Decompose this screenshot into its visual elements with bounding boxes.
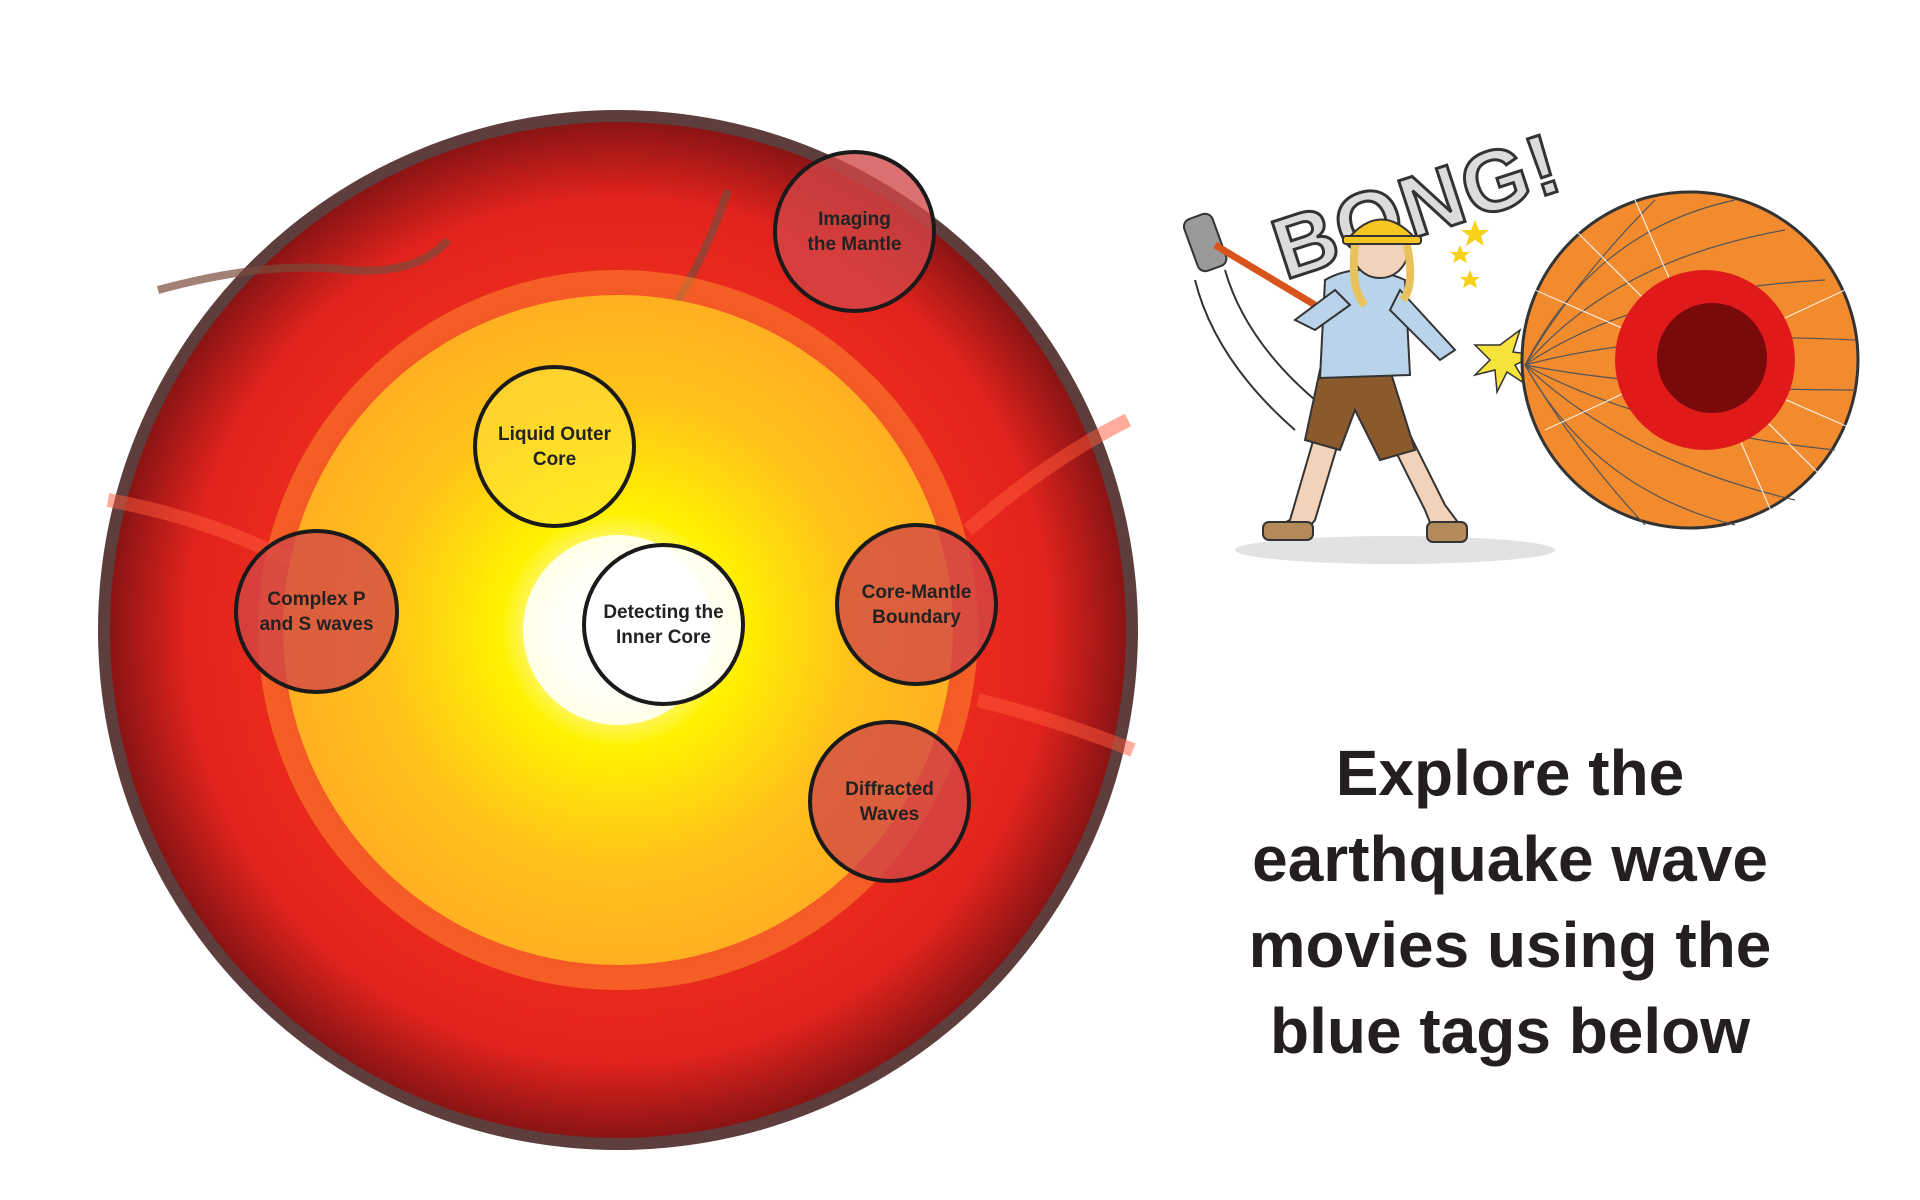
mantle-plume — [156, 237, 452, 294]
tag-liquid-outer-core[interactable]: Liquid Outer Core — [473, 365, 636, 528]
tag-imaging-the-mantle[interactable]: Imaging the Mantle — [773, 150, 936, 313]
mantle-plume — [976, 693, 1136, 757]
mantle-plume — [963, 413, 1132, 536]
explore-headline: Explore the earthquake wave movies using… — [1248, 737, 1772, 1067]
tag-complex-p-and-s-waves-label: Complex P and S waves — [259, 588, 374, 635]
impact-burst-icon — [1472, 327, 1538, 395]
swing-motion-line — [1224, 269, 1316, 401]
tag-imaging-the-mantle-label: Imaging the Mantle — [807, 208, 902, 255]
ground-shadow — [1235, 536, 1555, 564]
tag-detecting-the-inner-core-label: Detecting the Inner Core — [603, 601, 724, 648]
tag-diffracted-waves-label: Diffracted Waves — [845, 778, 934, 825]
tag-liquid-outer-core-label: Liquid Outer Core — [498, 423, 611, 470]
tag-detecting-the-inner-core[interactable]: Detecting the Inner Core — [582, 543, 745, 706]
seismologist-illustration: BONG! — [1182, 130, 1860, 564]
earth-globe-icon — [1520, 190, 1860, 530]
tag-complex-p-and-s-waves[interactable]: Complex P and S waves — [234, 529, 399, 694]
tag-diffracted-waves[interactable]: Diffracted Waves — [808, 720, 971, 883]
tag-core-mantle-boundary[interactable]: Core-Mantle Boundary — [835, 523, 998, 686]
impact-stars-icon — [1450, 220, 1489, 288]
swing-motion-line — [1194, 279, 1296, 431]
seismologist-figure — [1262, 218, 1468, 543]
sledgehammer-icon — [1182, 212, 1317, 309]
tag-core-mantle-boundary-label: Core-Mantle Boundary — [861, 581, 972, 628]
bong-sound-effect: BONG! — [1261, 130, 1573, 298]
